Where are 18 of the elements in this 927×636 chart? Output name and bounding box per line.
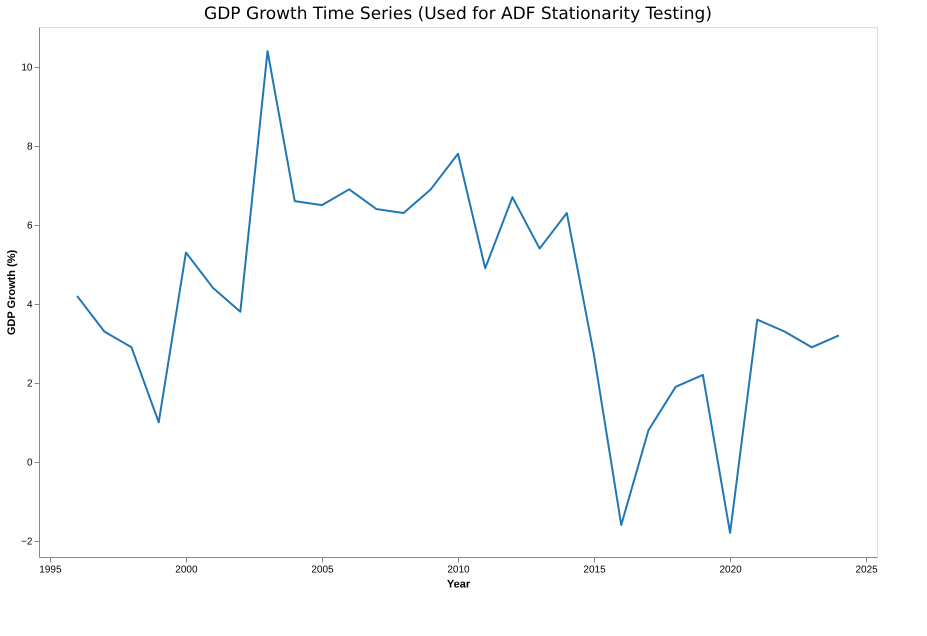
y-tick-label: 10 <box>21 62 33 74</box>
y-axis-title: GDP Growth (%) <box>6 249 18 336</box>
y-tick-label: 2 <box>26 378 33 390</box>
x-tick-label: 2020 <box>719 564 742 576</box>
y-tick-label: 8 <box>26 141 33 152</box>
x-tick-label: 2005 <box>311 564 334 576</box>
y-tick-label: −2 <box>21 536 33 548</box>
x-axis-title: Year <box>446 578 471 590</box>
x-tick-label: 2025 <box>855 564 878 576</box>
y-tick-label: 0 <box>26 457 33 468</box>
y-tick-label: 4 <box>26 299 33 310</box>
y-tick-label: 6 <box>26 220 33 232</box>
chart-title: GDP Growth Time Series (Used for ADF Stationarity Testing) <box>204 4 712 24</box>
line-series <box>76 50 840 534</box>
x-tick-label: 2000 <box>175 564 198 576</box>
x-tick-label: 1995 <box>39 564 62 576</box>
x-tick-label: 2015 <box>583 564 606 576</box>
x-tick-label: 2010 <box>447 564 470 576</box>
